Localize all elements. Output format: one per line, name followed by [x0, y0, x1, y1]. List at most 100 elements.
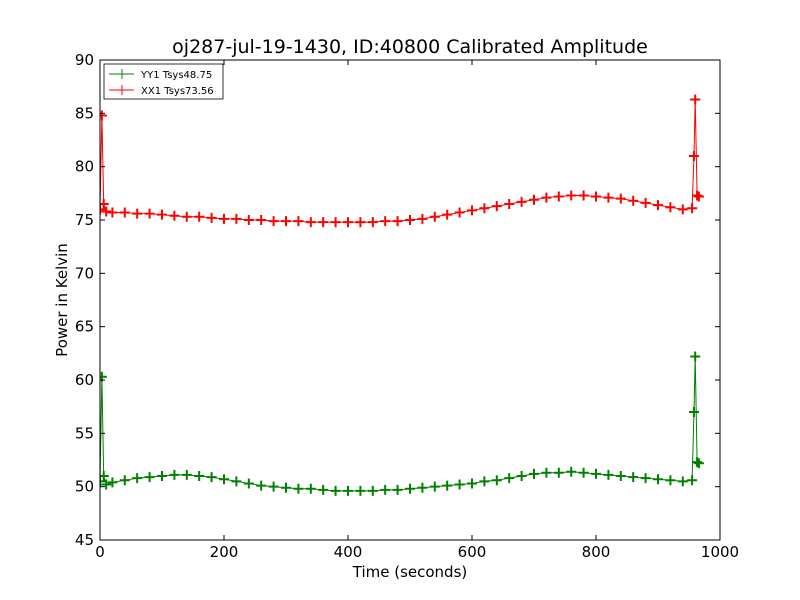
data-point: [380, 216, 391, 227]
y-tick-label: 75: [75, 211, 94, 229]
data-point: [194, 211, 205, 222]
data-point: [516, 471, 527, 481]
data-point: [541, 467, 552, 478]
data-point: [293, 483, 304, 494]
data-point: [219, 474, 229, 485]
data-point: [541, 192, 552, 203]
y-tick-label: 70: [75, 264, 94, 282]
data-point: [467, 478, 477, 489]
data-point: [405, 215, 415, 225]
data-point: [504, 199, 515, 209]
legend-label: YY1 Tsys48.75: [140, 70, 212, 81]
plot-frame: [99, 59, 721, 541]
data-point: [677, 476, 688, 487]
data-point: [566, 190, 577, 201]
data-point: [653, 200, 663, 211]
x-tick-label: 800: [582, 543, 611, 561]
data-point: [687, 475, 698, 486]
data-point: [693, 458, 704, 469]
data-point: [516, 196, 527, 207]
data-point: [692, 190, 703, 201]
data-point: [181, 211, 192, 222]
data-point: [687, 203, 698, 214]
data-point: [442, 480, 453, 491]
data-point: [256, 480, 267, 491]
data-point: [169, 469, 180, 480]
data-point: [305, 483, 316, 494]
data-point: [392, 216, 403, 227]
data-point: [157, 209, 167, 220]
data-point: [119, 207, 130, 218]
data-point: [343, 217, 353, 228]
data-point: [429, 481, 440, 492]
data-point: [305, 217, 316, 228]
x-tick-label: 200: [210, 543, 239, 561]
data-point: [293, 216, 304, 227]
data-point: [665, 475, 676, 486]
data-point: [330, 485, 341, 496]
x-axis: 0 200 400 600 800 1000: [95, 60, 739, 561]
data-point: [380, 484, 391, 495]
data-point: [231, 476, 242, 487]
data-point: [119, 475, 130, 486]
series-1: [100, 94, 704, 228]
legend-label: XX1 Tsys73.56: [141, 86, 214, 97]
data-point: [640, 473, 651, 484]
y-tick-label: 65: [75, 318, 94, 336]
data-point: [578, 190, 589, 201]
data-point: [330, 217, 341, 228]
data-point: [553, 191, 564, 202]
data-point: [169, 210, 180, 221]
data-point: [367, 485, 378, 496]
data-point: [690, 94, 701, 105]
x-tick-label: 400: [334, 543, 363, 561]
data-point: [157, 471, 167, 481]
data-point: [553, 467, 564, 478]
data-point: [107, 477, 118, 488]
data-point: [132, 473, 143, 484]
data-point: [693, 191, 704, 202]
data-point: [479, 203, 490, 214]
data-point: [688, 151, 699, 161]
data-point: [603, 469, 614, 480]
data-point: [243, 478, 254, 489]
data-point: [417, 482, 428, 493]
data-point: [491, 475, 502, 486]
data-point: [355, 485, 366, 496]
data-point: [318, 217, 329, 228]
x-axis-label: Time (seconds): [352, 563, 468, 581]
data-point: [318, 484, 329, 495]
data-point: [367, 217, 378, 228]
data-point: [615, 193, 626, 204]
data-point: [690, 351, 701, 362]
data-point: [479, 476, 490, 487]
data-point: [107, 207, 118, 218]
legend-marker: [117, 69, 127, 79]
data-point: [268, 481, 279, 492]
legend-marker: [117, 85, 127, 95]
data-point: [100, 110, 107, 121]
data-point: [231, 213, 242, 224]
y-tick-label: 55: [75, 424, 94, 442]
data-point: [206, 212, 217, 223]
data-point: [206, 472, 217, 483]
x-tick-label: 1000: [701, 543, 739, 561]
y-tick-label: 85: [75, 104, 94, 122]
data-point: [591, 191, 601, 202]
y-tick-label: 90: [75, 51, 94, 69]
data-point: [467, 205, 477, 216]
data-point: [355, 217, 366, 228]
y-tick-label: 45: [75, 531, 94, 549]
data-point: [181, 469, 192, 480]
data-point: [529, 194, 539, 205]
data-point: [529, 468, 539, 479]
data-point: [281, 482, 291, 493]
legend: YY1 Tsys48.75 XX1 Tsys73.56: [103, 63, 224, 100]
data-point: [615, 471, 626, 481]
x-tick-label: 0: [95, 543, 105, 561]
data-point: [442, 209, 453, 220]
plot-area: [100, 60, 720, 540]
data-point: [591, 468, 601, 479]
y-tick-label: 60: [75, 371, 94, 389]
y-axis-label: Power in Kelvin: [53, 243, 71, 357]
